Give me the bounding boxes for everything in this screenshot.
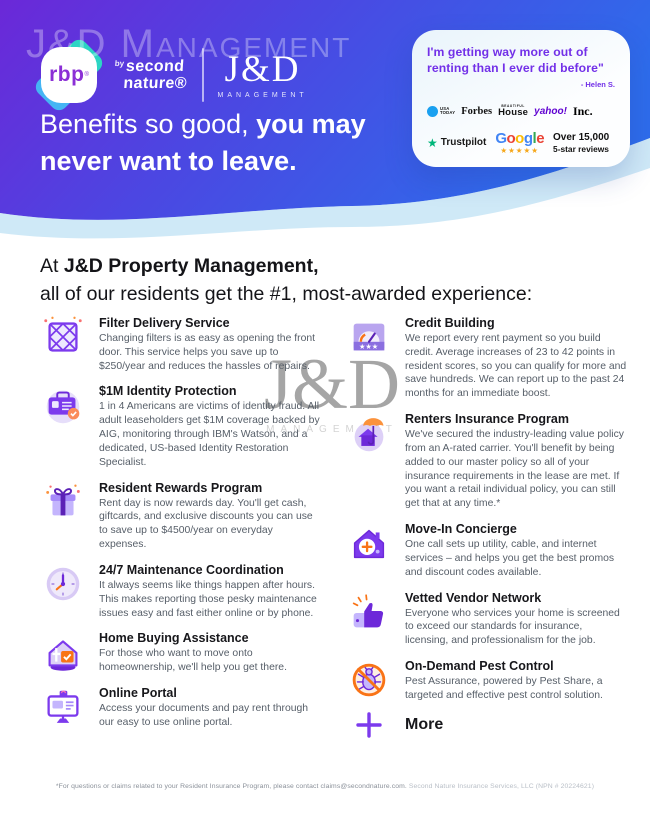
concierge-house-icon (346, 520, 392, 566)
benefits-left-column: Filter Delivery Service Changing filters… (40, 314, 322, 739)
google-wordmark: Google (495, 129, 545, 147)
logo-divider (201, 48, 204, 102)
testimonial-quote: I'm getting way more out of renting than… (427, 45, 604, 76)
benefit-renters-insurance: Renters Insurance Program We've secured … (346, 410, 628, 511)
usa-today-line1: USA (440, 105, 450, 111)
reviews-row: ★ Trustpilot Google ★★★★★ Over 15,000 5-… (427, 131, 615, 155)
media-logos-row: USA TODAY Forbes BEAUTIFUL House yahoo! … (427, 104, 615, 119)
google-five-stars-icon: ★★★★★ (500, 145, 539, 155)
id-card-check-icon (40, 382, 86, 428)
benefit-credit-building: ★★★ Credit Building We report every rent… (346, 314, 628, 401)
umbrella-house-icon (346, 410, 392, 456)
benefit-description: 1 in 4 Americans are victims of identity… (99, 401, 320, 468)
benefit-title: Credit Building (405, 316, 495, 330)
benefit-title: Online Portal (99, 686, 177, 701)
testimonial-attribution: - Helen S. (580, 79, 615, 89)
credit-gauge-icon: ★★★ (346, 314, 392, 360)
benefit-description: Everyone who services your home is scree… (405, 607, 620, 647)
rbp-logo: rbp ® (32, 36, 106, 114)
no-bug-icon (346, 657, 392, 703)
benefit-description: For those who want to move onto homeowne… (99, 648, 287, 674)
second-nature-word1: second (125, 57, 185, 75)
second-nature-logo: by second nature® (113, 57, 189, 92)
trustpilot-logo: ★ Trustpilot (427, 137, 486, 149)
brand-logos-row: rbp ® by second nature® J&D MANAGEMENT (32, 36, 308, 114)
benefits-right-column: ★★★ Credit Building We report every rent… (346, 314, 628, 739)
reviews-count-line2: 5-star reviews (553, 143, 609, 154)
svg-text:★★★: ★★★ (359, 342, 378, 351)
headline-bold-part: you may never want to leave. (40, 109, 366, 176)
intro-line1: At J&D Property Management, (40, 255, 319, 277)
benefit-maintenance: 24/7 Maintenance Coordination It always … (40, 561, 322, 620)
usa-today-circle-icon (427, 105, 438, 117)
benefit-title: Vetted Vendor Network (405, 590, 542, 605)
reviews-count-line1: Over 15,000 (553, 131, 610, 143)
benefit-description: We report every rent payment so you buil… (405, 333, 627, 400)
second-nature-by-label: by (114, 58, 125, 68)
reviews-count: Over 15,000 5-star reviews (553, 132, 609, 154)
benefit-filter-delivery: Filter Delivery Service Changing filters… (40, 314, 322, 373)
benefit-move-in-concierge: Move-In Concierge One call sets up utili… (346, 520, 628, 579)
benefit-description: Pest Assurance, powered by Pest Share, a… (405, 676, 603, 701)
second-nature-word2: nature® (122, 74, 188, 92)
benefit-description: Access your documents and pay rent throu… (99, 703, 309, 729)
benefit-description: It always seems like things happen after… (99, 579, 317, 619)
benefit-pest-control: On-Demand Pest Control Pest Assurance, p… (346, 657, 628, 703)
rbp-registered-mark: ® (84, 72, 89, 78)
benefit-title: Filter Delivery Service (99, 316, 230, 330)
benefit-home-buying: Home Buying Assistance For those who wan… (40, 629, 322, 675)
forbes-logo: Forbes (461, 105, 493, 117)
benefit-description: We've secured the industry-leading value… (405, 429, 624, 510)
headline: Benefits so good, you may never want to … (40, 106, 432, 179)
disclaimer-entity-text: Second Nature Insurance Services, LLC (N… (406, 783, 595, 790)
rbp-badge-core: rbp ® (41, 47, 97, 103)
benefit-title: On-Demand Pest Control (405, 659, 554, 674)
benefit-description: One call sets up utility, cable, and int… (405, 539, 615, 578)
benefit-vetted-vendor: Vetted Vendor Network Everyone who servi… (346, 589, 628, 648)
intro-company-name: J&D Property Management, (63, 255, 319, 277)
rbp-logo-text: rbp (49, 63, 85, 86)
benefit-title: Renters Insurance Program (405, 412, 569, 427)
trustpilot-star-icon: ★ (427, 135, 438, 150)
footer-disclaimer: *For questions or claims related to your… (0, 783, 650, 790)
house-check-icon (40, 629, 86, 675)
computer-monitor-icon (40, 684, 86, 730)
benefit-title: Resident Rewards Program (99, 480, 263, 495)
disclaimer-main-text: *For questions or claims related to your… (55, 783, 407, 790)
jd-management-logo: J&D MANAGEMENT (218, 51, 308, 99)
usa-today-logo: USA TODAY (427, 106, 455, 117)
benefit-identity-protection: $1M Identity Protection 1 in 4 Americans… (40, 382, 322, 469)
clock-icon (40, 561, 86, 607)
benefit-title: Home Buying Assistance (99, 631, 249, 646)
intro-line2: all of our residents get the #1, most-aw… (40, 283, 533, 306)
jd-logo-subtitle: MANAGEMENT (217, 92, 308, 99)
trustpilot-label: Trustpilot (440, 137, 487, 149)
gift-box-icon (40, 479, 86, 525)
testimonial-card: I'm getting way more out of renting than… (412, 30, 630, 168)
yahoo-logo: yahoo! (534, 105, 567, 117)
more-benefits: More (346, 712, 628, 738)
benefit-resident-rewards: Resident Rewards Program Rent day is now… (40, 479, 322, 552)
headline-normal-part: Benefits so good, (40, 109, 257, 139)
more-label: More (405, 716, 444, 734)
benefit-online-portal: Online Portal Access your documents and … (40, 684, 322, 730)
house-beautiful-main-text: House (498, 107, 529, 119)
plus-icon (346, 712, 392, 738)
benefit-description: Rent day is now rewards day. You'll get … (99, 497, 313, 551)
house-beautiful-small-text: BEAUTIFUL (501, 104, 525, 109)
jd-logo-monogram: J&D (224, 49, 301, 90)
thumbs-up-icon (346, 589, 392, 635)
house-beautiful-logo: BEAUTIFUL House (498, 104, 529, 119)
google-reviews-logo: Google ★★★★★ (495, 131, 544, 155)
benefit-title: Move-In Concierge (405, 522, 517, 537)
inc-logo: Inc. (572, 103, 593, 118)
usa-today-line2: TODAY (440, 110, 456, 116)
air-filter-icon (40, 314, 86, 360)
intro-heading: At J&D Property Management, all of our r… (40, 252, 532, 308)
benefit-title: 24/7 Maintenance Coordination (99, 562, 284, 577)
benefits-list: Filter Delivery Service Changing filters… (40, 314, 628, 739)
benefit-description: Changing filters is as easy as opening t… (99, 333, 316, 372)
benefit-title: $1M Identity Protection (99, 384, 237, 399)
